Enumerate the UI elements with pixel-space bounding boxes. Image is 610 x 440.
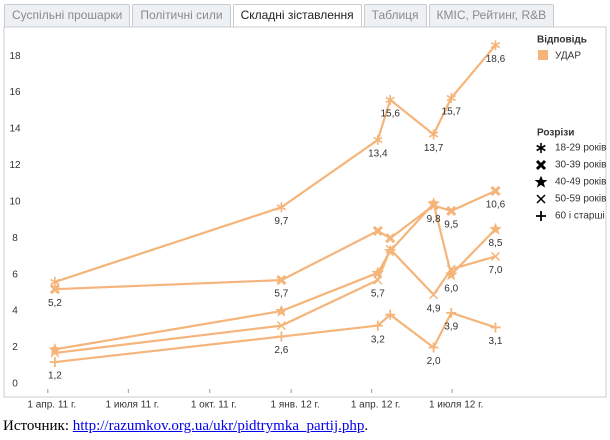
source-label: Источник: — [3, 418, 70, 434]
data-label: 2,0 — [427, 356, 441, 367]
data-label: 3,9 — [444, 322, 458, 333]
y-tick-label: 6 — [12, 269, 18, 280]
data-label: 10,6 — [486, 200, 506, 211]
legend-label: 30-39 років — [555, 160, 606, 171]
legend-label: 60 і старші — [555, 211, 605, 222]
marker — [385, 309, 396, 320]
data-label: 5,7 — [371, 289, 385, 300]
data-label: 6,0 — [444, 283, 458, 294]
marker — [490, 40, 501, 51]
marker — [274, 304, 288, 317]
marker — [427, 197, 440, 210]
y-tick-label: 8 — [12, 233, 18, 244]
marker — [446, 93, 456, 104]
legend-marker — [536, 194, 546, 204]
chart: Відповідь УДАР Розрізи 0 2 4 6 8 10 12 14 16 18 1 … — [3, 26, 607, 410]
marker — [276, 202, 287, 213]
marker — [50, 276, 60, 287]
marker — [276, 275, 287, 286]
marker — [429, 290, 439, 300]
tab[interactable]: Суспільні прошарки — [4, 4, 131, 27]
data-label: 5,7 — [274, 289, 288, 300]
source-link[interactable]: http://razumkov.org.ua/ukr/pidtrymka_par… — [72, 418, 365, 434]
data-label: 9,8 — [427, 214, 441, 225]
marker — [49, 357, 60, 368]
legend-label: 50-59 років — [555, 194, 606, 205]
data-label: 2,6 — [274, 345, 288, 356]
marker — [276, 331, 287, 342]
marker — [490, 185, 501, 196]
legend-label: 40-49 років — [555, 177, 606, 188]
marker — [383, 244, 397, 257]
tab[interactable]: КМІС, Рейтинг, R&B — [428, 4, 555, 27]
data-label: 15,6 — [380, 108, 400, 119]
data-label: 3,1 — [489, 336, 503, 347]
data-label: 9,7 — [274, 216, 288, 227]
x-tick-label: 1 июля 11 г. — [106, 400, 160, 410]
data-label: 8,5 — [489, 238, 503, 249]
x-tick-label: 1 янв. 12 г. — [270, 400, 319, 410]
marker — [372, 225, 383, 237]
source: Источник: http://razumkov.org.ua/ukr/pid… — [3, 418, 368, 435]
legend-marker — [534, 175, 548, 188]
y-tick-label: 12 — [9, 160, 21, 171]
legend-swatch — [538, 50, 548, 60]
x-tick-label: 1 апр. 11 г. — [27, 400, 76, 410]
marker — [428, 342, 439, 353]
data-label: 15,7 — [442, 107, 462, 118]
y-tick-label: 2 — [12, 342, 18, 353]
legend-title: Відповідь — [537, 35, 587, 46]
marker — [373, 134, 383, 145]
marker — [490, 251, 501, 261]
source-end: . — [364, 418, 369, 434]
data-label: 3,2 — [371, 334, 385, 345]
tab-bar: Суспільні прошарки Політичні сили Складні … — [4, 4, 555, 28]
tab[interactable]: Політичні сили — [132, 4, 231, 27]
marker — [276, 321, 286, 331]
marker — [371, 266, 385, 279]
data-label: 1,2 — [48, 371, 62, 382]
marker — [372, 320, 383, 331]
marker — [489, 222, 502, 235]
y-tick-label: 4 — [12, 306, 18, 317]
x-tick-label: 1 июля 12 г. — [429, 400, 483, 410]
data-label: 9,5 — [444, 220, 458, 231]
legend-marker — [536, 211, 546, 221]
marker — [490, 322, 501, 333]
y-tick-label: 18 — [9, 51, 21, 62]
y-tick-label: 16 — [9, 87, 21, 98]
data-label: 13,7 — [424, 143, 444, 154]
marker — [446, 205, 457, 216]
data-label: 13,4 — [368, 149, 388, 160]
data-label: 18,6 — [486, 54, 506, 65]
legend-title: Розрізи — [537, 128, 574, 139]
data-label: 4,9 — [427, 303, 441, 314]
chart-frame — [3, 26, 607, 398]
marker — [49, 284, 60, 295]
legend-label: 18-29 років — [555, 143, 606, 154]
data-label: 5,2 — [48, 298, 62, 309]
marker — [446, 264, 456, 274]
legend-marker — [535, 159, 547, 171]
data-label: 7,0 — [489, 265, 503, 276]
marker — [446, 307, 457, 318]
marker — [50, 348, 60, 358]
y-tick-label: 0 — [12, 379, 18, 390]
marker — [385, 233, 396, 244]
legend-marker — [536, 143, 546, 153]
marker — [428, 129, 439, 140]
tab[interactable]: Складні зіставлення — [232, 4, 362, 28]
y-tick-label: 10 — [9, 196, 21, 207]
x-tick-label: 1 окт. 11 г. — [191, 400, 237, 410]
marker — [385, 244, 395, 254]
tab[interactable]: Таблиця — [363, 4, 427, 27]
y-tick-label: 14 — [9, 124, 21, 135]
x-tick-label: 1 апр. 12 г. — [351, 400, 401, 410]
marker — [385, 94, 395, 105]
legend-label: УДАР — [555, 51, 581, 62]
marker — [373, 275, 383, 285]
